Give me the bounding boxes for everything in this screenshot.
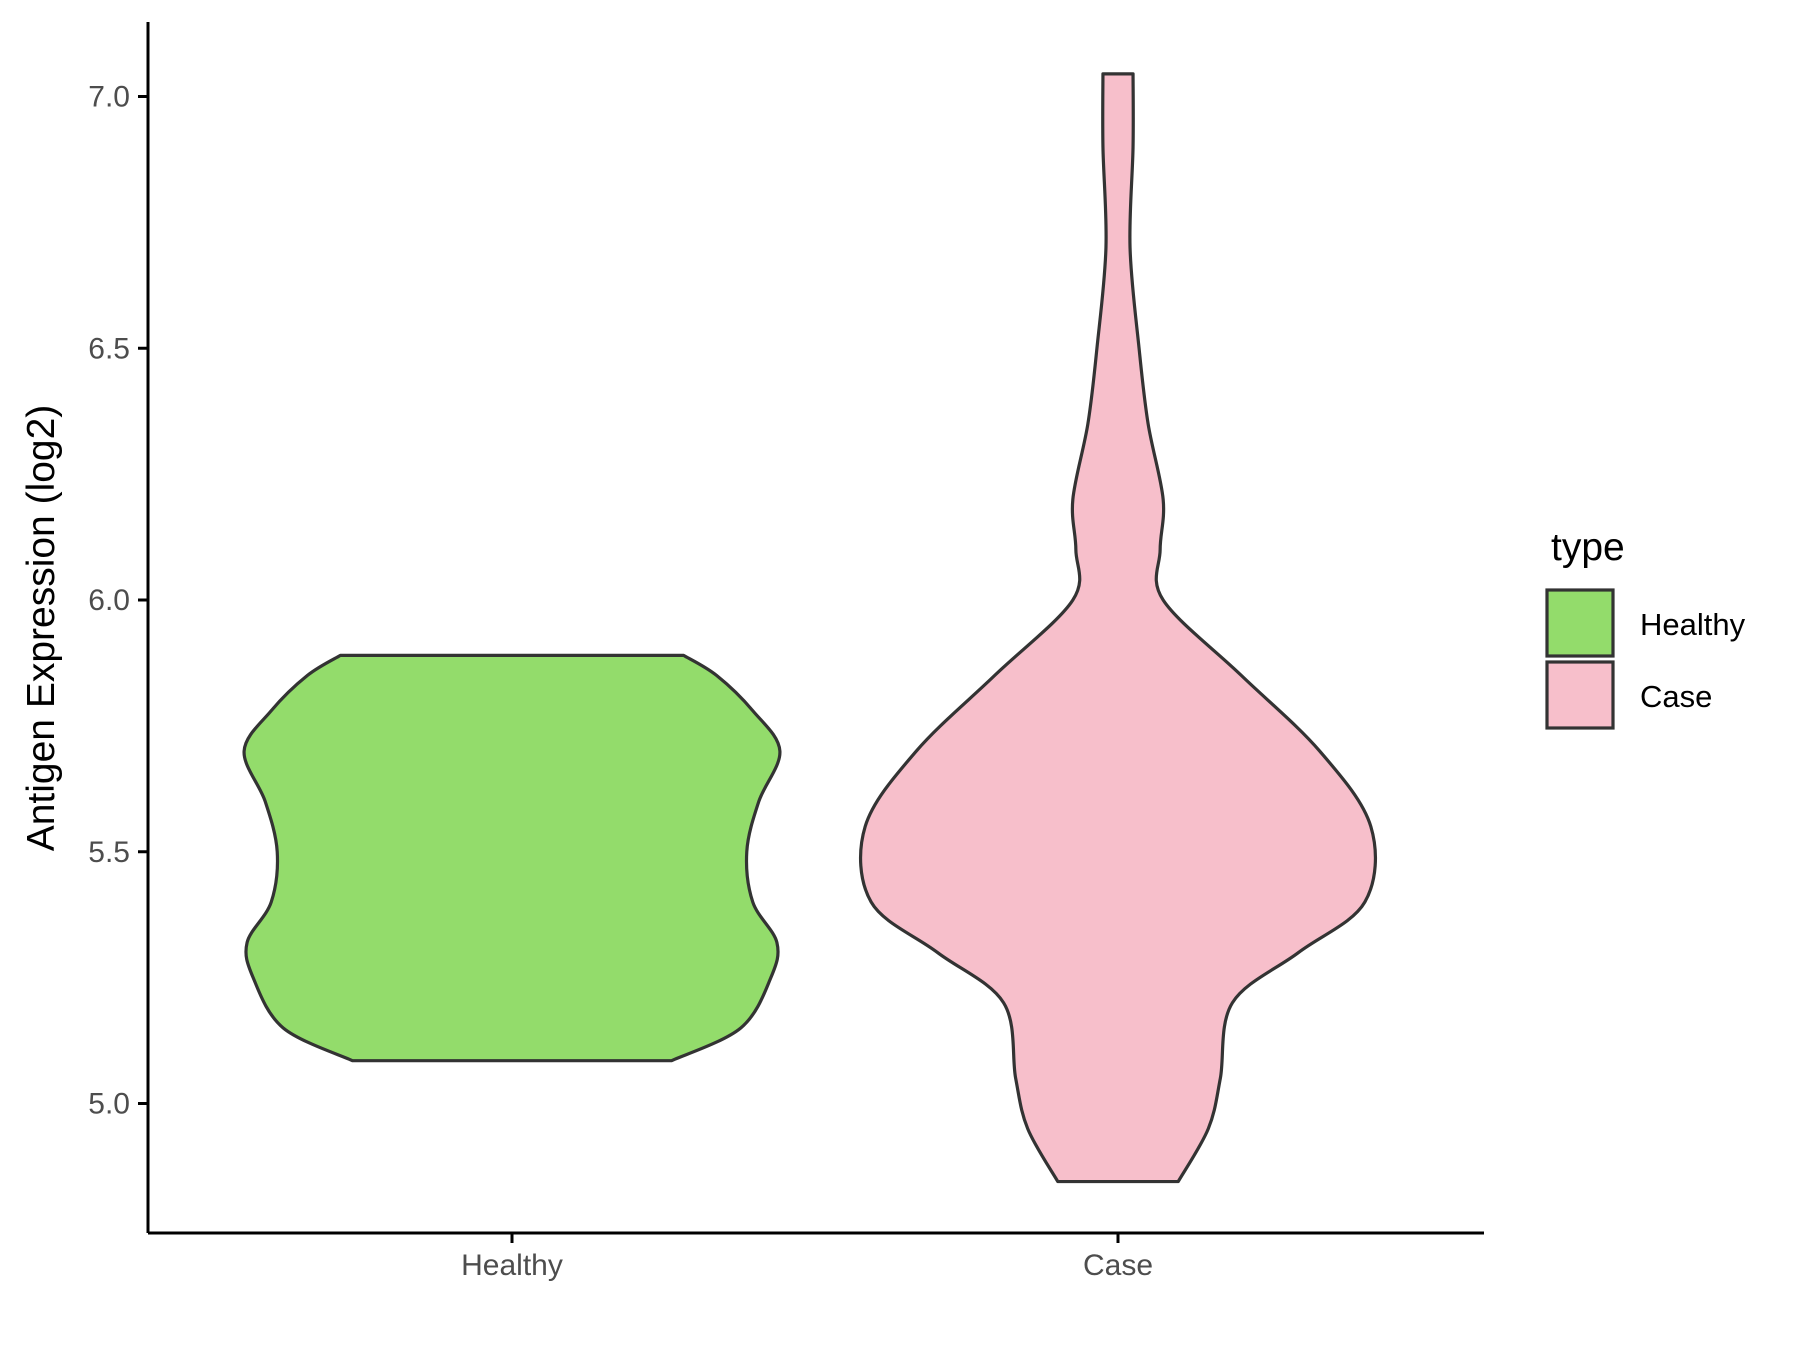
legend-label-case: Case	[1640, 679, 1712, 714]
axes-layer	[146, 22, 1484, 1235]
y-tick-label: 6.5	[88, 332, 130, 365]
y-axis-title: Antigen Expression (log2)	[20, 405, 63, 852]
x-tick-label: Healthy	[461, 1249, 563, 1282]
legend-key-case	[1545, 660, 1615, 730]
violins-layer	[242, 72, 1377, 1184]
x-ticks: Healthy Case	[461, 1233, 1153, 1282]
legend-label-healthy: Healthy	[1640, 607, 1746, 642]
y-tick-label: 5.0	[88, 1088, 130, 1121]
x-tick-label: Case	[1083, 1249, 1153, 1282]
legend-title: type	[1551, 526, 1625, 569]
y-tick-label: 6.0	[88, 584, 130, 617]
y-tick-label: 5.5	[88, 836, 130, 869]
legend-key-healthy	[1545, 588, 1615, 658]
violin-case	[859, 72, 1377, 1184]
violin-healthy	[242, 653, 782, 1063]
y-ticks: 5.0 5.5 6.0 6.5 7.0	[88, 81, 148, 1121]
y-tick-label: 7.0	[88, 81, 130, 114]
legend: type Healthy Case	[1545, 526, 1746, 730]
